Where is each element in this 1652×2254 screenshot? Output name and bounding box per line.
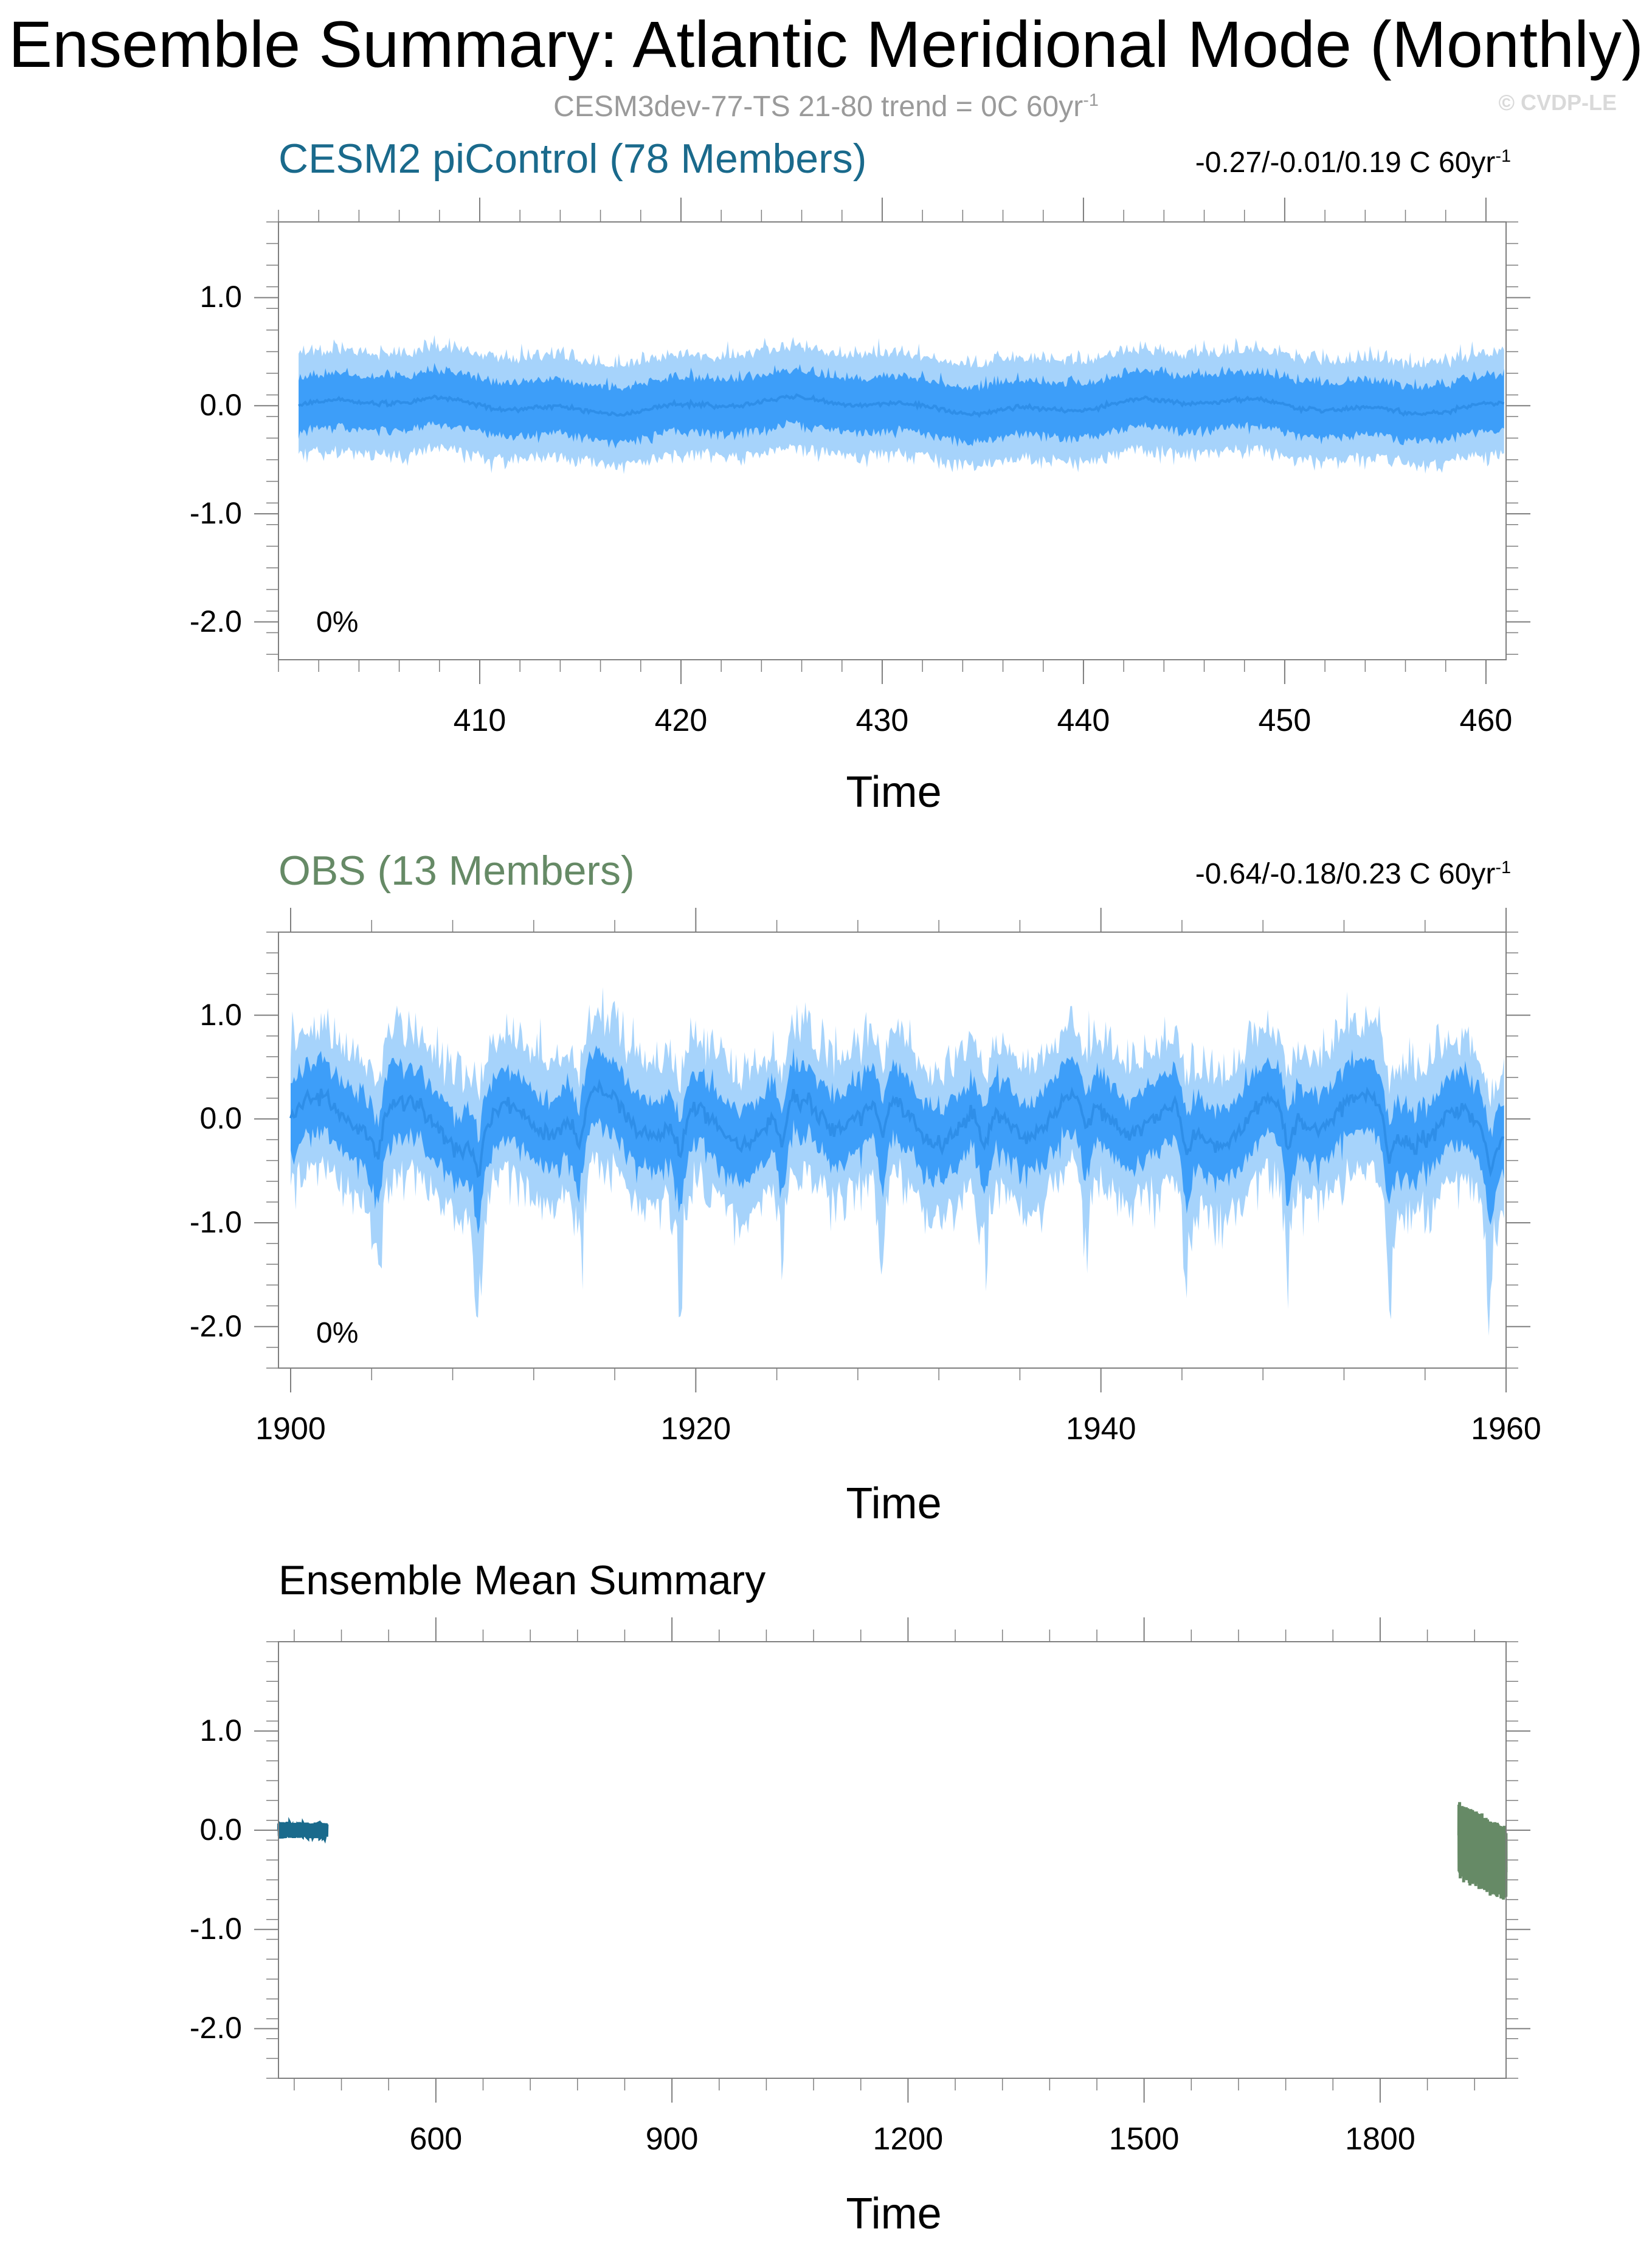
model-panel-trend-range: -0.27/-0.01/0.19 C 60yr-1 (1195, 147, 1511, 179)
model-inner-spread-band (299, 362, 1504, 449)
y-tick-label: -1.0 (189, 496, 242, 530)
model-panel-xlabel: Time (846, 768, 942, 817)
x-tick-label: 440 (1057, 703, 1110, 738)
model-ensemble-mean-line (277, 1818, 329, 1844)
obs-panel-trend-range: -0.64/-0.18/0.23 C 60yr-1 (1195, 858, 1511, 890)
model-panel-title: CESM2 piControl (78 Members) (278, 136, 867, 182)
mean-panel-title: Ensemble Mean Summary (278, 1557, 766, 1603)
y-tick-label: 1.0 (199, 997, 242, 1032)
y-tick-label: -2.0 (189, 604, 242, 638)
y-tick-label: -2.0 (189, 1308, 242, 1343)
y-tick-label: -1.0 (189, 1912, 242, 1946)
y-tick-label: 1.0 (199, 280, 242, 314)
mean-panel-xlabel: Time (846, 2190, 942, 2238)
subtitle: CESM3dev-77-TS 21-80 trend = 0C 60yr-1 (553, 91, 1099, 123)
x-tick-label: 410 (453, 703, 506, 738)
x-tick-label: 900 (645, 2121, 699, 2157)
y-tick-label: -2.0 (189, 2011, 242, 2045)
y-tick-label: 0.0 (199, 1813, 242, 1847)
obs-panel-xlabel: Time (846, 1479, 942, 1528)
x-tick-label: 1920 (660, 1411, 731, 1447)
x-tick-label: 450 (1258, 703, 1312, 738)
obs-panel-percent: 0% (316, 1317, 359, 1349)
plot-frame-0 (278, 221, 1507, 660)
plot-frame-1 (278, 932, 1507, 1369)
model-median-line (298, 393, 1505, 418)
x-tick-label: 1900 (255, 1411, 326, 1447)
obs-panel-title: OBS (13 Members) (278, 848, 635, 894)
y-tick-label: 0.0 (199, 388, 242, 423)
y-tick-label: -1.0 (189, 1205, 242, 1239)
x-tick-label: 1960 (1471, 1411, 1541, 1447)
x-tick-label: 1200 (873, 2121, 944, 2157)
copyright-label: © CVDP-LE (1498, 90, 1617, 115)
y-tick-label: 1.0 (199, 1713, 242, 1748)
x-tick-label: 1940 (1065, 1411, 1136, 1447)
x-tick-label: 460 (1459, 703, 1513, 738)
x-tick-label: 1500 (1108, 2121, 1180, 2157)
model-panel-percent: 0% (316, 606, 359, 638)
x-tick-label: 420 (654, 703, 708, 738)
obs-median-line (289, 1079, 1505, 1178)
obs-ensemble-mean-line (1457, 1802, 1508, 1900)
x-tick-label: 430 (855, 703, 909, 738)
page-title: Ensemble Summary: Atlantic Meridional Mo… (8, 7, 1644, 81)
y-tick-label: 0.0 (199, 1101, 242, 1136)
obs-inner-spread-band (290, 1045, 1504, 1234)
plot-frame-2 (278, 1641, 1507, 2079)
x-tick-label: 600 (409, 2121, 463, 2157)
x-tick-label: 1800 (1345, 2121, 1415, 2157)
